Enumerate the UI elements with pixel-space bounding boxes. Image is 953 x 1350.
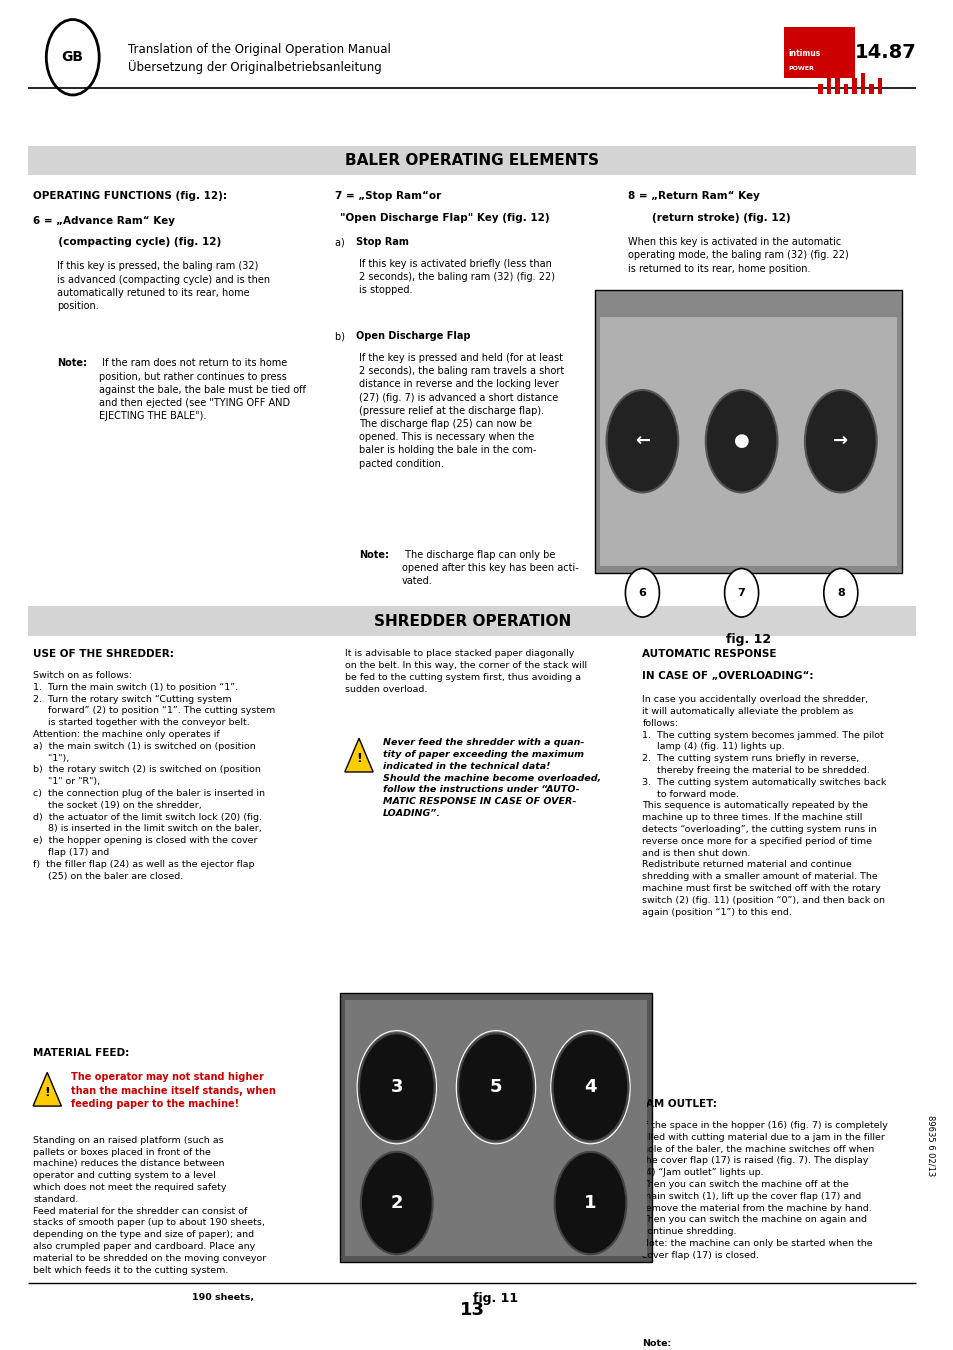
Text: If the ram does not return to its home
position, but rather continues to press
a: If the ram does not return to its home p… — [99, 358, 306, 421]
Text: BALER OPERATING ELEMENTS: BALER OPERATING ELEMENTS — [345, 153, 598, 167]
Text: 5: 5 — [489, 1079, 501, 1096]
Text: (return stroke) (fig. 12): (return stroke) (fig. 12) — [651, 213, 790, 223]
Bar — [29, 606, 916, 636]
Text: Stop Ram: Stop Ram — [355, 238, 409, 247]
Text: (compacting cycle) (fig. 12): (compacting cycle) (fig. 12) — [33, 238, 221, 247]
Text: 1: 1 — [583, 1195, 596, 1212]
Text: "Open Discharge Flap" Key (fig. 12): "Open Discharge Flap" Key (fig. 12) — [339, 213, 549, 223]
Bar — [783, 27, 854, 78]
Text: 8 = „Return Ram“ Key: 8 = „Return Ram“ Key — [628, 192, 760, 201]
Text: b): b) — [335, 331, 348, 342]
Polygon shape — [33, 1072, 61, 1106]
Bar — [860, 73, 864, 95]
Text: 7 = „Stop Ram“or: 7 = „Stop Ram“or — [335, 192, 441, 201]
Text: In case you accidentally overload the shredder,
it will automatically alleviate : In case you accidentally overload the sh… — [641, 695, 886, 917]
Text: →: → — [832, 432, 847, 450]
Text: !: ! — [44, 1087, 51, 1099]
Text: a): a) — [335, 238, 348, 247]
Circle shape — [823, 568, 857, 617]
Circle shape — [360, 1152, 433, 1254]
Text: SHREDDER OPERATION: SHREDDER OPERATION — [374, 614, 571, 629]
Bar — [877, 78, 882, 94]
Circle shape — [554, 1152, 626, 1254]
Bar — [344, 999, 646, 1256]
Text: ←: ← — [634, 432, 649, 450]
Text: Translation of the Original Operation Manual: Translation of the Original Operation Ma… — [128, 43, 390, 57]
Text: !: ! — [355, 752, 361, 765]
Text: 89635 6 02/13: 89635 6 02/13 — [925, 1115, 934, 1176]
Circle shape — [606, 390, 678, 493]
Bar — [818, 84, 822, 95]
Bar — [851, 78, 856, 94]
Bar — [834, 73, 839, 95]
Text: Switch on as follows:
1.  Turn the main switch (1) to position “1”.
2.  Turn the: Switch on as follows: 1. Turn the main s… — [33, 671, 275, 880]
Text: 3: 3 — [390, 1079, 402, 1096]
Circle shape — [552, 1033, 628, 1141]
Text: fig. 11: fig. 11 — [473, 1292, 518, 1305]
Text: Note:: Note: — [56, 358, 87, 369]
Text: The discharge flap can only be
opened after this key has been acti-
vated.: The discharge flap can only be opened af… — [401, 549, 578, 586]
Text: 8: 8 — [836, 587, 843, 598]
Text: The operator may not stand higher
than the machine itself stands, when
feeding p: The operator may not stand higher than t… — [71, 1072, 275, 1108]
Text: If this key is activated briefly (less than
2 seconds), the baling ram (32) (fig: If this key is activated briefly (less t… — [358, 259, 555, 296]
Bar — [825, 78, 830, 94]
Text: If the key is pressed and held (for at least
2 seconds), the baling ram travels : If the key is pressed and held (for at l… — [358, 352, 563, 468]
Bar — [599, 317, 897, 566]
Circle shape — [358, 1033, 435, 1141]
Circle shape — [705, 390, 777, 493]
Text: 6: 6 — [638, 587, 646, 598]
Text: ●: ● — [733, 432, 749, 450]
Text: IN CASE OF „OVERLOADING“:: IN CASE OF „OVERLOADING“: — [641, 671, 813, 680]
Circle shape — [457, 1033, 534, 1141]
Text: Open Discharge Flap: Open Discharge Flap — [355, 331, 470, 342]
Text: Note:: Note: — [641, 1339, 671, 1349]
Circle shape — [625, 568, 659, 617]
Text: MATERIAL FEED:: MATERIAL FEED: — [33, 1048, 130, 1058]
Text: fig. 12: fig. 12 — [725, 633, 770, 647]
Text: When this key is activated in the automatic
operating mode, the baling ram (32) : When this key is activated in the automa… — [628, 238, 848, 274]
Bar — [339, 992, 651, 1262]
Text: intimus: intimus — [788, 50, 821, 58]
Text: If the space in the hopper (16) (fig. 7) is completely
filled with cutting mater: If the space in the hopper (16) (fig. 7)… — [641, 1120, 887, 1260]
Bar — [595, 290, 902, 572]
Text: If this key is pressed, the baling ram (32)
is advanced (compacting cycle) and i: If this key is pressed, the baling ram (… — [56, 262, 270, 311]
Text: AUTOMATIC RESPONSE: AUTOMATIC RESPONSE — [641, 649, 776, 659]
Text: 4: 4 — [583, 1079, 596, 1096]
Polygon shape — [344, 738, 373, 772]
Text: 2: 2 — [390, 1195, 402, 1212]
Text: JAM OUTLET:: JAM OUTLET: — [641, 1099, 717, 1110]
Bar — [842, 84, 847, 95]
Text: Übersetzung der Originalbetriebsanleitung: Übersetzung der Originalbetriebsanleitun… — [128, 61, 381, 74]
Circle shape — [804, 390, 876, 493]
Text: 14.87: 14.87 — [854, 43, 916, 62]
Bar — [868, 84, 873, 95]
Text: 6 = „Advance Ram“ Key: 6 = „Advance Ram“ Key — [33, 216, 175, 225]
Text: 7: 7 — [737, 587, 744, 598]
Text: USE OF THE SHREDDER:: USE OF THE SHREDDER: — [33, 649, 173, 659]
Text: Note:: Note: — [358, 549, 389, 560]
Bar — [29, 146, 916, 176]
Text: OPERATING FUNCTIONS (fig. 12):: OPERATING FUNCTIONS (fig. 12): — [33, 192, 227, 201]
Text: POWER: POWER — [788, 66, 814, 72]
Text: Standing on an raised platform (such as
pallets or boxes placed in front of the
: Standing on an raised platform (such as … — [33, 1135, 266, 1274]
Text: 13: 13 — [459, 1300, 484, 1319]
Text: It is advisable to place stacked paper diagonally
on the belt. In this way, the : It is advisable to place stacked paper d… — [344, 649, 586, 694]
Text: 190 sheets,: 190 sheets, — [192, 1293, 253, 1303]
Circle shape — [724, 568, 758, 617]
Text: Never feed the shredder with a quan-
tity of paper exceeding the maximum
indicat: Never feed the shredder with a quan- tit… — [382, 738, 600, 818]
Text: GB: GB — [62, 50, 84, 65]
